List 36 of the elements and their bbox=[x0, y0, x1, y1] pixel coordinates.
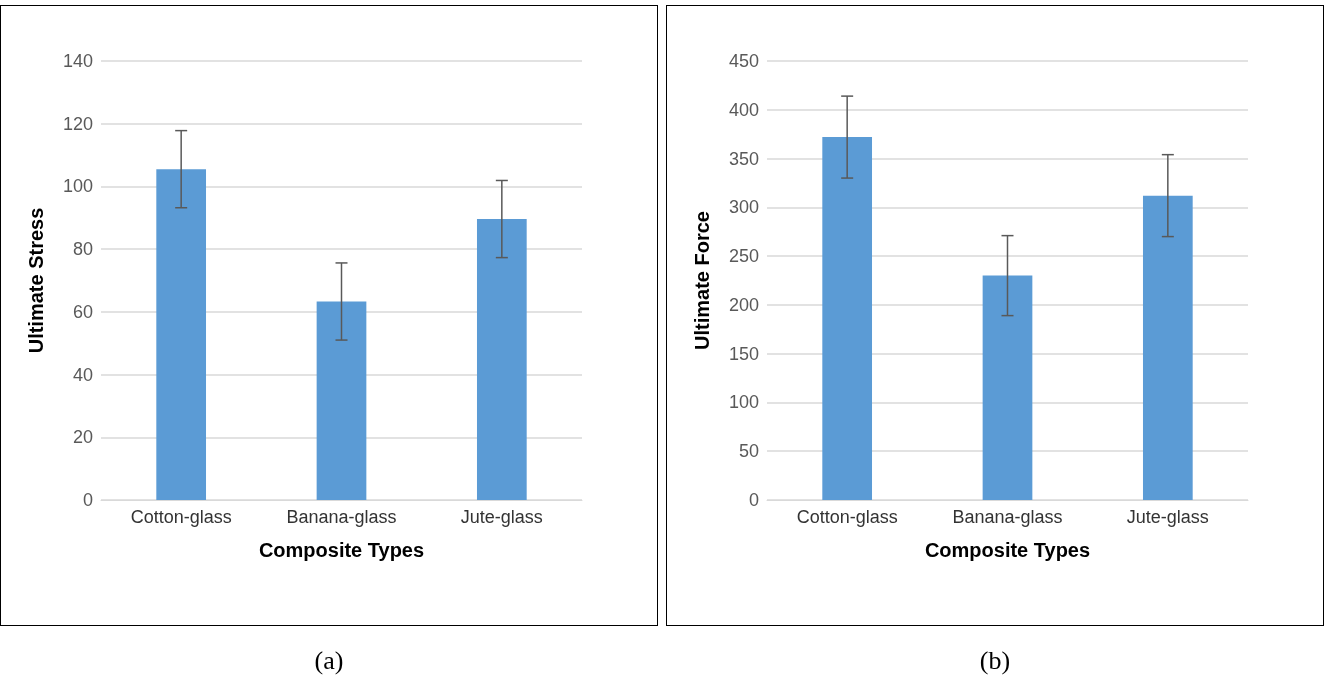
y-tick-label: 50 bbox=[738, 441, 759, 462]
y-tick-label: 450 bbox=[728, 51, 759, 71]
y-tick-label: 0 bbox=[748, 490, 759, 510]
y-tick-label: 400 bbox=[728, 99, 759, 120]
x-tick-label: Banana-glass bbox=[952, 507, 1063, 527]
bar bbox=[822, 137, 873, 500]
y-tick-label: 80 bbox=[72, 239, 93, 260]
bar bbox=[156, 169, 207, 500]
x-tick-label: Jute-glass bbox=[1126, 507, 1209, 527]
y-tick-label: 100 bbox=[728, 392, 759, 413]
text: (b) bbox=[979, 646, 1011, 676]
text: (a) bbox=[314, 646, 344, 676]
y-axis-title: Ultimate Stress bbox=[25, 207, 47, 354]
y-tick-label: 200 bbox=[728, 294, 759, 315]
y-tick-label: 40 bbox=[72, 364, 93, 385]
x-axis-title: Composite Types bbox=[924, 539, 1091, 561]
y-tick-label: 140 bbox=[62, 51, 93, 71]
y-tick-label: 120 bbox=[62, 113, 93, 134]
y-tick-label: 0 bbox=[82, 490, 93, 510]
y-tick-label: 20 bbox=[72, 427, 93, 448]
y-tick-label: 350 bbox=[728, 148, 759, 169]
y-tick-label: 300 bbox=[728, 197, 759, 218]
y-tick-label: 60 bbox=[72, 301, 93, 322]
x-tick-label: Cotton-glass bbox=[130, 507, 232, 527]
y-axis-title: Ultimate Force bbox=[691, 211, 713, 350]
bar bbox=[476, 219, 527, 500]
bar bbox=[982, 275, 1033, 500]
y-tick-label: 100 bbox=[62, 176, 93, 197]
bar bbox=[316, 301, 367, 500]
x-tick-label: Banana-glass bbox=[286, 507, 397, 527]
y-tick-label: 150 bbox=[728, 343, 759, 364]
x-tick-label: Cotton-glass bbox=[796, 507, 898, 527]
bar bbox=[1142, 195, 1193, 500]
x-axis-title: Composite Types bbox=[258, 539, 425, 561]
y-tick-label: 250 bbox=[728, 246, 759, 267]
x-tick-label: Jute-glass bbox=[460, 507, 543, 527]
